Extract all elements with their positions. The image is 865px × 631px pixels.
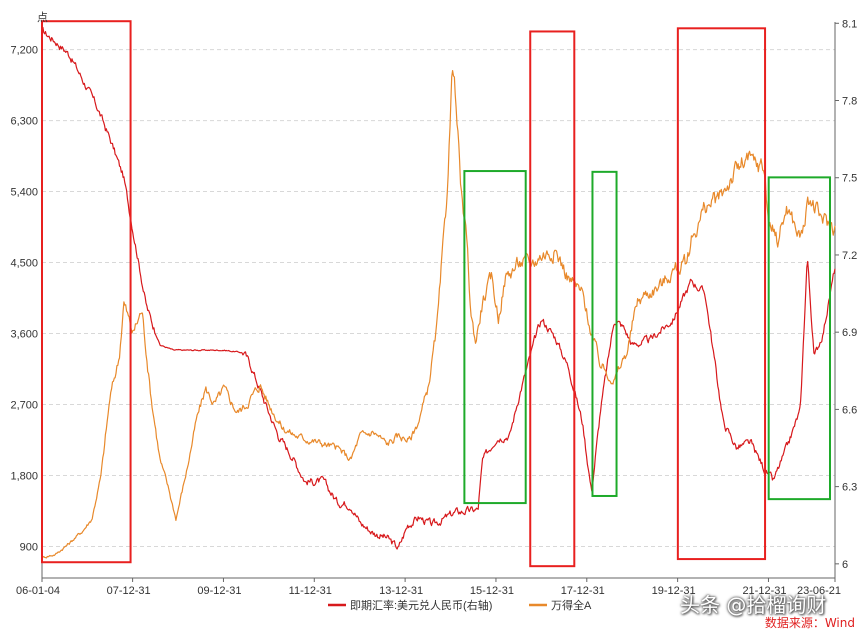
y-left-tick-label: 3,600	[10, 329, 38, 341]
y-left-tick-label: 7,200	[10, 45, 38, 57]
y-right-tick-label: 6.9	[842, 327, 857, 339]
series-line	[41, 26, 836, 550]
y-left-unit-label: 点	[37, 11, 48, 24]
y-left-tick-label: 4,500	[10, 258, 38, 270]
series-line	[41, 69, 836, 559]
highlight-box	[767, 176, 832, 501]
x-tick-label: 19-12-31	[652, 585, 696, 597]
series-lines	[41, 26, 836, 559]
y-right-tick-label: 6.3	[842, 482, 857, 494]
highlight-box	[591, 170, 618, 497]
y-right-tick-label: 8.1	[842, 18, 857, 30]
y-left-tick-label: 1,800	[10, 470, 38, 482]
y-left-tick-label: 6,300	[10, 116, 38, 128]
y-left-tick-label: 5,400	[10, 187, 38, 199]
legend: 即期汇率:美元兑人民币(右轴) 万得全A	[328, 598, 592, 612]
x-tick-label: 07-12-31	[107, 585, 151, 597]
legend-label: 即期汇率:美元兑人民币(右轴)	[350, 598, 492, 612]
x-tick-label: 21-12-31	[742, 585, 786, 597]
y-left-tick-label: 900	[20, 541, 38, 553]
x-tick-label: 23-06-21	[797, 585, 841, 597]
source-note: 数据来源：Wind	[764, 616, 855, 630]
x-tick-label: 06-01-04	[16, 585, 60, 597]
y-right-tick-label: 6.6	[842, 404, 857, 416]
y-left-tick-label: 2,700	[10, 399, 38, 411]
highlight-boxes	[41, 20, 832, 568]
highlight-box	[529, 30, 576, 568]
highlight-box	[41, 20, 132, 564]
y-right-tick-label: 7.8	[842, 96, 857, 108]
x-tick-label: 09-12-31	[197, 585, 241, 597]
x-tick-label: 11-12-31	[289, 585, 332, 597]
highlight-box	[463, 170, 527, 505]
y-right-tick-label: 7.5	[842, 173, 857, 185]
x-tick-label: 15-12-31	[470, 585, 514, 597]
x-tick-label: 17-12-31	[561, 585, 605, 597]
x-tick-label: 13-12-31	[379, 585, 423, 597]
legend-label: 万得全A	[551, 598, 592, 612]
y-right-tick-label: 6	[842, 559, 848, 571]
grid-lines	[42, 49, 835, 547]
watermark: 头条 @拾榴询财	[680, 593, 827, 617]
highlight-box	[676, 27, 767, 561]
axes: 900 1,800 2,700 3,600 4,500 5,400 6,300 7,200 6 6…	[10, 18, 857, 597]
y-right-tick-label: 7.2	[842, 250, 857, 262]
